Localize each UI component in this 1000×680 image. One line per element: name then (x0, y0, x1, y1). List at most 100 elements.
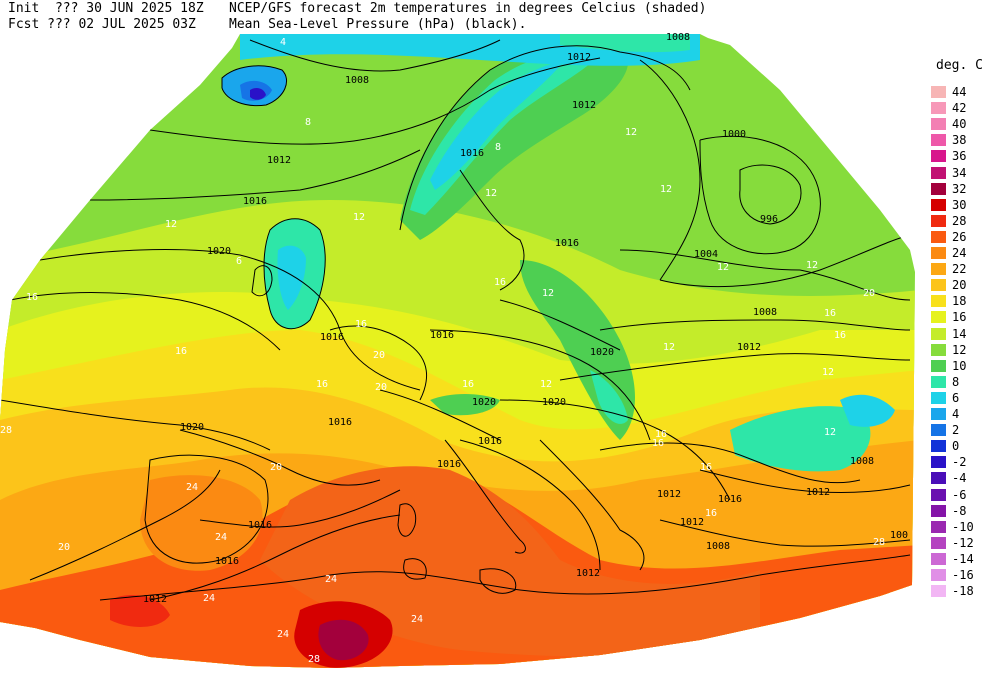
isobar-label: 1016 (478, 436, 502, 447)
legend-row: -8 (926, 503, 996, 519)
temp-label: 12 (822, 367, 834, 378)
legend-label: 20 (952, 278, 967, 293)
legend-row: 8 (926, 374, 996, 390)
temp-label: 28 (873, 537, 885, 548)
legend-row: 22 (926, 261, 996, 277)
legend-swatch (931, 569, 946, 581)
legend-row: -6 (926, 487, 996, 503)
temp-label: 24 (325, 574, 337, 585)
legend-label: 18 (952, 294, 967, 309)
legend-swatch (931, 536, 946, 549)
legend-label: 6 (952, 390, 960, 405)
isobar-label: 1012 (567, 52, 591, 63)
isobar-label: 1012 (657, 489, 681, 500)
init-time: Init ??? 30 JUN 2025 18Z (8, 1, 204, 16)
temperature-field (0, 34, 915, 668)
isobar-label: 1012 (680, 517, 704, 528)
legend-label: 38 (952, 133, 967, 148)
isobars (0, 39, 911, 601)
legend-row: -18 (926, 583, 996, 599)
isobar-label: 1012 (572, 100, 596, 111)
isobar-label: 1004 (694, 249, 718, 260)
temp-label: 16 (652, 438, 664, 449)
legend-row: -16 (926, 567, 996, 583)
legend-row: 34 (926, 165, 996, 181)
isobar-label: 1012 (143, 594, 167, 605)
legend-row: 2 (926, 422, 996, 438)
legend-swatch (931, 279, 946, 292)
legend-label: -18 (952, 584, 974, 599)
legend-row: 32 (926, 181, 996, 197)
isobar-label: 1000 (722, 129, 746, 140)
temp-label: 12 (660, 184, 672, 195)
legend-swatch (931, 504, 946, 517)
legend-swatch (931, 230, 946, 243)
legend-swatch (931, 552, 946, 565)
isobar-label: 1012 (576, 568, 600, 579)
legend-label: 36 (952, 149, 967, 164)
legend-label: -4 (952, 471, 967, 486)
temp-label: 24 (277, 629, 289, 640)
temp-label: 16 (26, 292, 38, 303)
isobar-label: 1016 (248, 520, 272, 531)
legend-row: 14 (926, 326, 996, 342)
temp-label: 20 (375, 382, 387, 393)
legend-label: 4 (952, 407, 960, 421)
legend-label: 22 (952, 262, 967, 277)
isobar-label: 1016 (437, 459, 461, 470)
legend-label: 40 (952, 117, 967, 132)
temp-label: 24 (411, 614, 423, 625)
legend-label: 34 (952, 165, 967, 180)
legend-row: 20 (926, 277, 996, 293)
legend-row: 42 (926, 100, 996, 116)
legend-row: -4 (926, 470, 996, 486)
temp-label: 16 (705, 508, 717, 519)
temp-label: 16 (462, 379, 474, 390)
legend-row: 0 (926, 438, 996, 454)
temp-label: 20 (863, 288, 875, 299)
temp-label: 28 (308, 654, 320, 665)
isobar-label: 1016 (328, 417, 352, 428)
legend-row: 24 (926, 245, 996, 261)
legend-row: -12 (926, 535, 996, 551)
legend-label: -2 (952, 455, 967, 470)
forecast-map: 1008 1012 1008 1012 1016 1012 1000 996 1… (0, 32, 915, 668)
isobar-label: 1020 (207, 246, 231, 257)
temp-label: 24 (203, 593, 215, 604)
temp-label: 16 (175, 346, 187, 357)
isobar-label: 1012 (737, 342, 761, 353)
legend-label: -10 (952, 519, 974, 534)
legend-row: 18 (926, 293, 996, 309)
map-title: NCEP/GFS forecast 2m temperatures in deg… (229, 1, 707, 16)
legend-label: 14 (952, 326, 967, 341)
temp-label: 16 (316, 379, 328, 390)
temp-label: 16 (700, 462, 712, 473)
temp-label: 28 (0, 425, 12, 436)
isobar-label: 1020 (542, 397, 566, 408)
legend-swatch (931, 86, 946, 98)
temp-label: 20 (58, 542, 70, 553)
isobar-label: 1020 (590, 347, 614, 358)
legend-row: 38 (926, 132, 996, 148)
temp-label: 16 (834, 330, 846, 341)
temp-label: 16 (355, 319, 367, 330)
isobar-label: 1020 (180, 422, 204, 433)
temp-label: 12 (824, 427, 836, 438)
legend-swatch (931, 391, 946, 404)
forecast-time: Fcst ??? 02 JUL 2025 03Z (8, 17, 196, 32)
legend-swatch (931, 408, 946, 420)
isobar-label: 1016 (718, 494, 742, 505)
legend-swatch (931, 295, 946, 308)
legend-label: 24 (952, 246, 967, 260)
legend-swatch (931, 118, 946, 131)
legend-swatch (931, 472, 946, 485)
legend-row: 4 (926, 406, 996, 422)
legend-title: deg. C (936, 58, 983, 73)
legend-row: -10 (926, 519, 996, 535)
isobar-label: 1016 (460, 148, 484, 159)
temp-label: 4 (280, 37, 286, 48)
legend-swatch (931, 150, 946, 163)
legend-swatch (931, 375, 946, 388)
temp-label: 20 (373, 350, 385, 361)
legend-swatch (931, 488, 946, 501)
